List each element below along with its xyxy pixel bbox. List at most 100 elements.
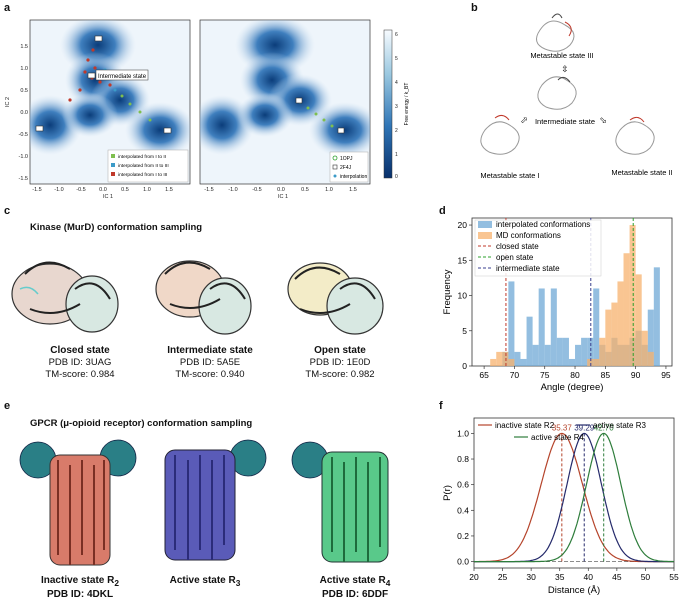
- histogram-bar: [508, 358, 515, 366]
- svg-text:0.0: 0.0: [277, 187, 285, 193]
- gpcr-inactive-r2-structure: [19, 439, 137, 566]
- x-tick-label: 95: [661, 370, 671, 380]
- histogram-bar: [532, 344, 539, 366]
- gpcr-inactive-caption: Inactive state R2 PDB ID: 4DKL: [40, 575, 119, 600]
- histogram-bar: [502, 351, 509, 366]
- histogram-bar: [623, 253, 630, 366]
- peak-label: 42.70: [594, 423, 615, 432]
- panel-e-structures: [19, 439, 389, 566]
- y-tick-label: 0.2: [457, 531, 469, 541]
- histogram-bar: [568, 358, 576, 366]
- panel-a-left-axes: -1.5 -1.0 -0.5 0.0 0.5 1.0 1.5 IC 1 1.5 …: [5, 44, 173, 200]
- legend-box: [474, 219, 602, 277]
- svg-text:3: 3: [395, 104, 398, 110]
- kinase-closed-caption: Closed state PDB ID: 3UAG TM-score: 0.98…: [45, 345, 115, 380]
- histogram-bar: [629, 225, 636, 366]
- histogram-bar: [593, 358, 600, 366]
- svg-text:-1.5: -1.5: [32, 187, 41, 193]
- histogram-bar: [605, 309, 612, 366]
- svg-text:4: 4: [395, 80, 398, 86]
- protein-sketch-state1: [480, 114, 520, 155]
- svg-text:1.0: 1.0: [20, 66, 28, 72]
- legend-entry: inactive state R2: [495, 421, 555, 430]
- histogram-bar: [556, 337, 563, 366]
- peak-label: 39.29: [574, 423, 595, 432]
- x-axis-label: Angle (degree): [541, 382, 604, 393]
- histogram-bar: [496, 351, 503, 366]
- protein-sketch-intermediate: [537, 76, 577, 110]
- panel-a-left-xlabel: IC 1: [103, 194, 113, 200]
- protein-sketch-state2: [615, 116, 655, 155]
- histogram-bar: [611, 302, 618, 366]
- gpcr-active-r3-structure: [164, 439, 267, 561]
- panel-a-right-legend: 1OPJ 2F4J interpolation: [329, 151, 369, 183]
- arrow-ii-intermediate: ⬂: [599, 115, 607, 125]
- histogram-bar: [581, 337, 588, 366]
- svg-text:1.0: 1.0: [143, 187, 151, 193]
- histogram-bar: [490, 358, 497, 366]
- x-tick-label: 40: [584, 572, 594, 582]
- panel-letter-e: e: [4, 400, 11, 412]
- protein-sketches: [480, 13, 655, 155]
- histogram-bar: [647, 309, 654, 366]
- svg-text:1.5: 1.5: [20, 44, 28, 50]
- panel-a-right-xlabel: IC 1: [278, 194, 288, 200]
- colorbar-ticks: 6 5 4 3 2 1 0: [395, 32, 398, 180]
- histogram-bar: [550, 288, 557, 366]
- legend-entry: active state R3: [593, 421, 646, 430]
- panel-letter-c: c: [4, 205, 11, 217]
- y-axis-label: P(r): [442, 485, 453, 501]
- kinase-open-caption: Open state PDB ID: 1E0D TM-score: 0.982: [305, 345, 375, 380]
- svg-text:1: 1: [395, 152, 398, 158]
- y-tick-label: 0.6: [457, 480, 469, 490]
- histogram-bar: [635, 274, 642, 366]
- panel-letter-b: b: [471, 2, 478, 14]
- x-tick-label: 75: [540, 370, 550, 380]
- panel-letter-d: d: [439, 205, 446, 217]
- svg-text:6: 6: [395, 32, 398, 38]
- intermediate-annotation: Intermediate state: [98, 74, 147, 80]
- svg-text:0.0: 0.0: [20, 110, 28, 116]
- svg-text:1.5: 1.5: [165, 187, 173, 193]
- svg-text:-0.5: -0.5: [252, 187, 261, 193]
- y-tick-label: 0.8: [457, 454, 469, 464]
- histogram-bar: [514, 351, 521, 366]
- svg-text:-0.5: -0.5: [19, 132, 28, 138]
- panel-c-structures: [11, 260, 384, 335]
- y-tick-label: 0: [462, 361, 467, 371]
- panel-a-figure: Intermediate state interpolated from I t…: [5, 19, 410, 200]
- panel-c-title: Kinase (MurD) conformation sampling: [30, 222, 203, 233]
- panel-letter-a: a: [4, 2, 11, 14]
- panel-a-right-points: [295, 97, 345, 134]
- panel-d-histogram: 65 70 75 80 85 90 95 0 5 10 15 20 Angle (degree) Freq…: [442, 217, 673, 393]
- kinase-intermediate-structure: [155, 260, 252, 335]
- y-tick-label: 20: [458, 220, 468, 230]
- y-axis-label: Frequency: [442, 269, 453, 314]
- y-tick-label: 5: [462, 326, 467, 336]
- histogram-bar: [508, 281, 515, 366]
- kinase-open-structure: [287, 262, 384, 335]
- y-tick-label: 1.0: [457, 428, 469, 438]
- colorbar-label: Free energy / k_BT: [404, 83, 410, 126]
- histogram-bar: [617, 281, 624, 366]
- svg-text:1.0: 1.0: [325, 187, 333, 193]
- x-tick-label: 45: [612, 572, 622, 582]
- peak-label: 35.37: [552, 423, 573, 432]
- svg-text:0.0: 0.0: [99, 187, 107, 193]
- x-tick-label: 80: [570, 370, 580, 380]
- svg-text:1OPJ: 1OPJ: [340, 156, 353, 162]
- histogram-bar: [575, 344, 582, 366]
- label-metastable-state-iii: Metastable state III: [530, 51, 593, 60]
- x-tick-label: 65: [479, 370, 489, 380]
- x-tick-label: 55: [669, 572, 679, 582]
- kinase-intermediate-caption: Intermediate state PDB ID: 5A5E TM-score…: [167, 345, 253, 380]
- svg-text:0: 0: [395, 174, 398, 180]
- x-tick-label: 90: [631, 370, 641, 380]
- label-intermediate-state: Intermediate state: [535, 117, 595, 126]
- svg-text:2: 2: [395, 128, 398, 134]
- kinase-closed-structure: [11, 261, 119, 333]
- legend-swatch: [478, 232, 492, 239]
- panel-a-left-landscape: [30, 20, 190, 158]
- x-tick-label: 85: [601, 370, 611, 380]
- svg-text:0.5: 0.5: [301, 187, 309, 193]
